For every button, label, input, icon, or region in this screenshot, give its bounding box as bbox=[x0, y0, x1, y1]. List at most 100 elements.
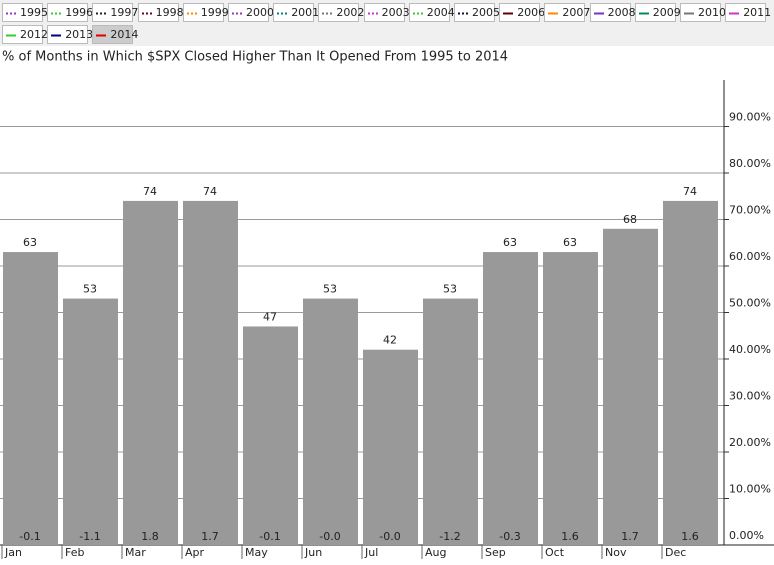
bottom-label: 1.7 bbox=[621, 530, 639, 543]
bar bbox=[423, 298, 478, 545]
legend-toggle[interactable]: 2001 bbox=[273, 3, 319, 22]
legend-toggle[interactable]: 2004 bbox=[408, 3, 455, 22]
legend-icon bbox=[322, 12, 333, 15]
bar bbox=[603, 228, 658, 546]
legend-label: 2013 bbox=[65, 28, 94, 41]
legend-toggle[interactable]: 2005 bbox=[454, 3, 500, 22]
x-tick-label: Dec bbox=[665, 546, 686, 559]
legend-label: 2000 bbox=[246, 6, 274, 19]
legend-toggle[interactable]: 2007 bbox=[544, 3, 590, 22]
legend-icon bbox=[412, 12, 423, 15]
legend-label: 2011 bbox=[743, 6, 772, 19]
legend-label: 2004 bbox=[426, 6, 455, 19]
legend-icon bbox=[367, 12, 378, 15]
legend-toggle[interactable]: 1999 bbox=[182, 3, 229, 22]
value-label: 53 bbox=[443, 283, 457, 296]
legend-icon bbox=[51, 12, 62, 15]
legend-toggle[interactable]: 2013 bbox=[47, 25, 93, 44]
legend-label: 1997 bbox=[110, 6, 139, 19]
value-label: 63 bbox=[503, 236, 517, 249]
legend-label: 1998 bbox=[155, 6, 184, 19]
bottom-label: -1.2 bbox=[439, 530, 460, 543]
legend-label: 2005 bbox=[472, 6, 500, 19]
chart: % of Months in Which $SPX Closed Higher … bbox=[0, 50, 774, 559]
legend-toggle[interactable]: 2008 bbox=[589, 3, 636, 22]
bar bbox=[363, 349, 418, 545]
bar bbox=[303, 298, 358, 545]
value-label: 53 bbox=[83, 283, 97, 296]
bottom-label: -0.1 bbox=[259, 530, 280, 543]
legend-label: 2012 bbox=[20, 28, 48, 41]
legend-toggle[interactable]: 2000 bbox=[228, 3, 274, 22]
legend-icon bbox=[51, 34, 62, 37]
bar bbox=[483, 252, 538, 546]
legend-label: 2009 bbox=[652, 6, 681, 19]
legend-toggle[interactable]: 2010 bbox=[680, 3, 726, 22]
y-tick-label: 50.00% bbox=[729, 297, 771, 310]
bar bbox=[243, 326, 298, 545]
legend-icon bbox=[186, 12, 197, 15]
legend-icon bbox=[141, 12, 152, 15]
legend-label: 1996 bbox=[65, 6, 94, 19]
bottom-label: -0.0 bbox=[379, 530, 400, 543]
legend-toggle[interactable]: 2003 bbox=[363, 3, 410, 22]
x-tick-label: May bbox=[245, 546, 268, 559]
legend-icon bbox=[593, 12, 604, 15]
bar bbox=[183, 200, 238, 545]
x-tick-label: Nov bbox=[605, 546, 627, 559]
chart-title: % of Months in Which $SPX Closed Higher … bbox=[2, 50, 508, 65]
legend-label: 2014 bbox=[110, 28, 139, 41]
y-tick-label: 90.00% bbox=[729, 111, 771, 124]
bar bbox=[543, 252, 598, 546]
bottom-label: 1.7 bbox=[201, 530, 219, 543]
x-tick-label: Feb bbox=[65, 546, 84, 559]
legend-toggle[interactable]: 1996 bbox=[47, 3, 93, 22]
legend-toggle[interactable]: 2006 bbox=[499, 3, 545, 22]
value-label: 74 bbox=[683, 185, 697, 198]
legend-label: 1999 bbox=[200, 6, 229, 19]
value-label: 47 bbox=[263, 310, 277, 323]
legend-toggle[interactable]: 1998 bbox=[137, 3, 184, 22]
y-tick-label: 10.00% bbox=[729, 483, 771, 496]
legend-icon bbox=[232, 12, 242, 15]
y-tick-label: 40.00% bbox=[729, 343, 771, 356]
y-tick-label: 70.00% bbox=[729, 204, 771, 217]
bottom-label: -0.0 bbox=[319, 530, 340, 543]
legend-icon bbox=[6, 12, 16, 15]
legend-icon bbox=[96, 12, 107, 15]
bar bbox=[63, 298, 118, 545]
value-label: 63 bbox=[563, 236, 577, 249]
legend-icon bbox=[729, 12, 740, 15]
x-tick-label: Jun bbox=[304, 546, 322, 559]
legend-toggle[interactable]: 2012 bbox=[2, 25, 48, 44]
y-tick-label: 0.00% bbox=[729, 529, 764, 542]
x-tick-label: Sep bbox=[485, 546, 506, 559]
x-tick-label: Apr bbox=[185, 546, 205, 559]
bottom-label: 1.6 bbox=[561, 530, 579, 543]
legend-label: 2007 bbox=[562, 6, 591, 19]
legend-label: 2008 bbox=[607, 6, 636, 19]
bar bbox=[663, 200, 718, 545]
legend-toggle[interactable]: 1995 bbox=[2, 3, 48, 22]
legend-icon bbox=[277, 12, 288, 15]
legend-icon bbox=[548, 12, 559, 15]
legend-toggle[interactable]: 1997 bbox=[92, 3, 138, 22]
legend-icon bbox=[96, 34, 107, 37]
legend-toggle[interactable]: 2009 bbox=[634, 3, 681, 22]
bottom-label: -1.1 bbox=[79, 530, 100, 543]
legend-label: 2006 bbox=[517, 6, 546, 19]
x-tick-label: Jan bbox=[4, 546, 22, 559]
legend-toggle[interactable]: 2002 bbox=[318, 3, 364, 22]
legend-label: 2001 bbox=[291, 6, 320, 19]
legend-icon bbox=[6, 34, 16, 37]
x-tick-label: Mar bbox=[125, 546, 146, 559]
value-label: 63 bbox=[23, 236, 37, 249]
bottom-label: 1.6 bbox=[681, 530, 699, 543]
y-tick-label: 80.00% bbox=[729, 157, 771, 170]
legend: 1995 1996 1997 1998 1999 2000 2001 2002 2003 2004… bbox=[0, 0, 774, 46]
legend-label: 2010 bbox=[698, 6, 726, 19]
legend-toggle[interactable]: 2014 bbox=[92, 25, 138, 44]
x-tick-label: Aug bbox=[425, 546, 446, 559]
legend-toggle[interactable]: 2011 bbox=[725, 3, 771, 22]
